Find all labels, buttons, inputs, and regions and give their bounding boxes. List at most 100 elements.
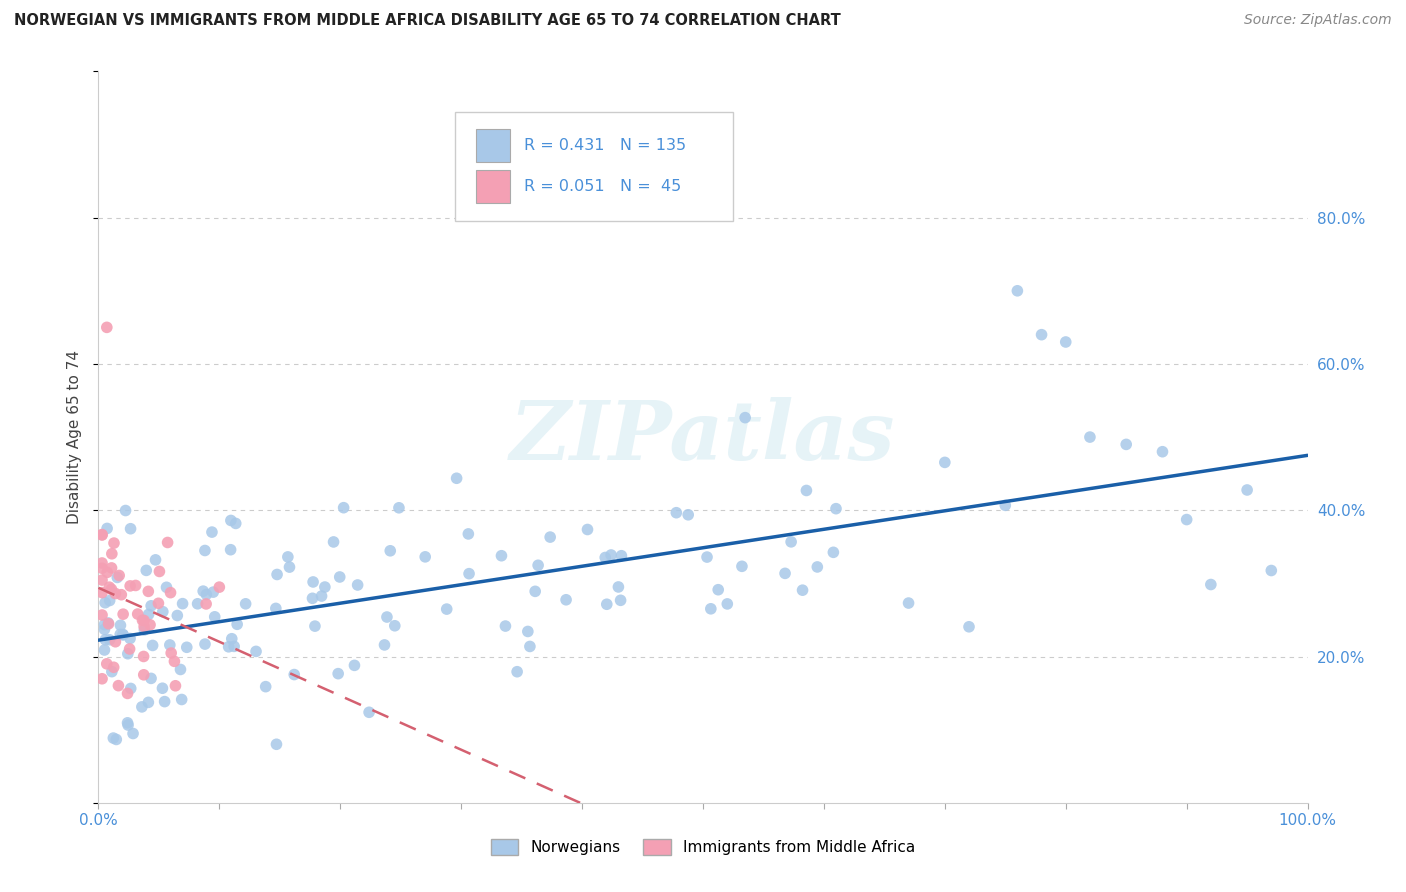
Point <box>457 527 479 541</box>
Point <box>332 500 354 515</box>
Point <box>122 726 145 740</box>
Point <box>103 731 125 745</box>
Point <box>302 574 325 589</box>
Point <box>91 527 114 541</box>
Point <box>134 623 156 637</box>
Point <box>152 681 174 696</box>
Point <box>120 579 142 593</box>
Point <box>201 525 224 540</box>
Point <box>792 583 814 598</box>
Point <box>195 597 218 611</box>
Point <box>165 679 187 693</box>
Point <box>235 597 257 611</box>
Point <box>97 615 120 630</box>
Point <box>707 582 730 597</box>
Text: NORWEGIAN VS IMMIGRANTS FROM MIDDLE AFRICA DISABILITY AGE 65 TO 74 CORRELATION C: NORWEGIAN VS IMMIGRANTS FROM MIDDLE AFRI… <box>14 13 841 29</box>
Point <box>139 672 162 686</box>
Point <box>194 637 217 651</box>
Point <box>218 640 240 654</box>
Point <box>593 550 616 565</box>
Point <box>100 561 122 575</box>
Point <box>1152 444 1174 458</box>
Point <box>138 607 160 622</box>
Point <box>98 632 121 647</box>
Point <box>163 654 186 668</box>
Point <box>204 610 226 624</box>
Point <box>131 613 153 627</box>
Point <box>120 681 142 696</box>
Point <box>301 591 323 606</box>
Point <box>96 521 118 535</box>
Point <box>1260 564 1282 578</box>
Point <box>436 602 458 616</box>
Point <box>596 597 619 611</box>
Point <box>607 580 630 594</box>
Point <box>91 528 114 542</box>
Point <box>112 607 135 622</box>
FancyBboxPatch shape <box>456 112 734 221</box>
Point <box>135 563 157 577</box>
Point <box>384 619 406 633</box>
Point <box>224 640 246 654</box>
Point <box>120 522 142 536</box>
Point <box>219 513 242 527</box>
Point <box>773 566 796 581</box>
Point <box>118 642 141 657</box>
Point <box>823 545 845 559</box>
Point <box>127 607 149 621</box>
Point <box>104 586 127 600</box>
Point <box>107 679 129 693</box>
Point <box>110 588 132 602</box>
Point <box>117 647 139 661</box>
FancyBboxPatch shape <box>475 129 509 162</box>
Point <box>114 503 136 517</box>
Point <box>245 644 267 658</box>
Point <box>413 549 436 564</box>
Point <box>101 547 124 561</box>
Point <box>134 619 156 633</box>
Point <box>609 593 631 607</box>
Point <box>226 617 249 632</box>
Point <box>97 616 120 631</box>
Point <box>208 580 231 594</box>
Point <box>93 623 115 637</box>
Point <box>132 614 155 628</box>
Point <box>494 619 516 633</box>
Point <box>1199 577 1222 591</box>
Point <box>172 597 194 611</box>
Point <box>193 584 215 599</box>
Text: R = 0.051   N =  45: R = 0.051 N = 45 <box>524 179 682 194</box>
Point <box>254 680 277 694</box>
Point <box>160 646 183 660</box>
Point <box>538 530 561 544</box>
Legend: Norwegians, Immigrants from Middle Africa: Norwegians, Immigrants from Middle Afric… <box>485 833 921 861</box>
Point <box>375 610 398 624</box>
Point <box>519 640 541 654</box>
Point <box>314 580 336 594</box>
Point <box>131 699 153 714</box>
Point <box>731 559 754 574</box>
Point <box>825 501 848 516</box>
Point <box>132 649 155 664</box>
Point <box>156 535 179 549</box>
Point <box>91 573 114 587</box>
Point <box>138 695 160 709</box>
Point <box>610 549 633 563</box>
Point <box>166 608 188 623</box>
Point <box>148 596 170 610</box>
Point <box>112 628 135 642</box>
Point <box>91 561 114 575</box>
Point <box>266 567 288 582</box>
Point <box>1115 437 1137 451</box>
Point <box>103 660 125 674</box>
Point <box>96 566 118 580</box>
Point <box>100 582 122 597</box>
Point <box>600 548 623 562</box>
Point <box>322 535 344 549</box>
Point <box>105 570 128 584</box>
Point <box>91 556 114 570</box>
Point <box>98 580 121 594</box>
Point <box>343 658 366 673</box>
Point <box>153 695 176 709</box>
Point <box>359 706 381 720</box>
